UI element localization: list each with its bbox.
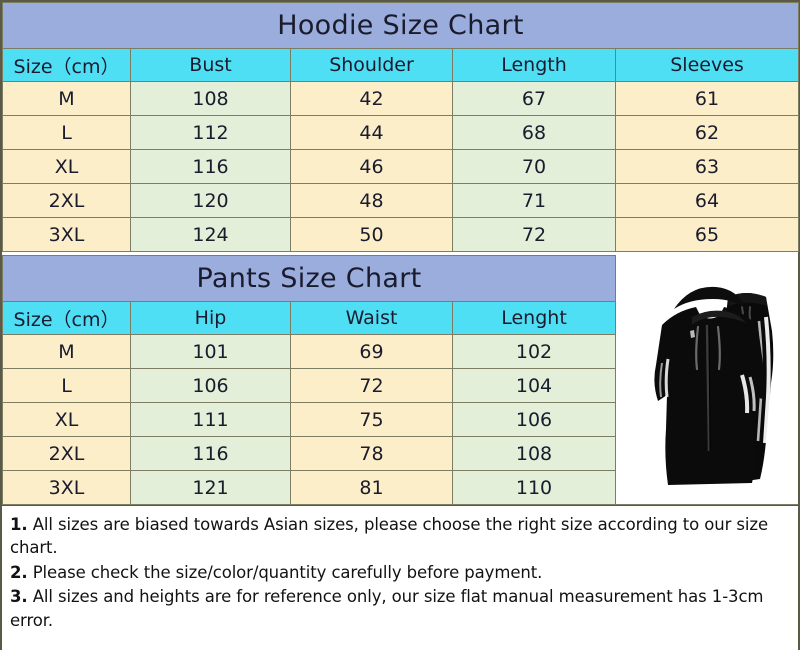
cell-waist: 78 xyxy=(290,436,453,471)
note-item: 3. All sizes and heights are for referen… xyxy=(10,585,790,632)
cell-waist: 69 xyxy=(290,334,453,369)
cell-hip: 111 xyxy=(130,402,291,437)
cell-size: XL xyxy=(2,149,131,184)
note-item: 1. All sizes are biased towards Asian si… xyxy=(10,513,790,560)
cell-length: 108 xyxy=(451,436,617,471)
cell-hip: 101 xyxy=(130,334,291,369)
cell-shoulder: 44 xyxy=(290,115,453,150)
pants-size-chart-section: Pants Size Chart Size（cm） Hip Waist Leng… xyxy=(1,255,617,505)
cell-sleeves: 63 xyxy=(614,149,800,184)
hoodie-title: Hoodie Size Chart xyxy=(1,2,800,49)
table-row: M 101 69 102 xyxy=(2,334,617,369)
cell-bust: 112 xyxy=(130,115,291,150)
pants-size-table: Pants Size Chart Size（cm） Hip Waist Leng… xyxy=(1,255,617,505)
pants-header-row: Size（cm） Hip Waist Lenght xyxy=(2,301,617,335)
cell-size: 3XL xyxy=(2,470,131,505)
cell-shoulder: 46 xyxy=(290,149,453,184)
cell-length: 67 xyxy=(452,81,616,116)
note-item: 2. Please check the size/color/quantity … xyxy=(10,561,790,584)
cell-hip: 116 xyxy=(130,436,291,471)
cell-bust: 124 xyxy=(130,217,291,252)
table-row: M 108 42 67 61 xyxy=(2,81,800,116)
note-number: 3. xyxy=(10,587,28,607)
cell-size: M xyxy=(2,334,131,369)
cell-size: M xyxy=(2,81,131,116)
table-row: XL 111 75 106 xyxy=(2,402,617,437)
cell-shoulder: 50 xyxy=(290,217,453,252)
cell-size: 2XL xyxy=(2,436,131,471)
cell-bust: 116 xyxy=(130,149,291,184)
pants-title-row: Pants Size Chart xyxy=(1,255,617,302)
table-row: 2XL 116 78 108 xyxy=(2,436,617,471)
product-photo-panel xyxy=(615,255,798,505)
cell-sleeves: 64 xyxy=(614,183,800,218)
cell-sleeves: 65 xyxy=(614,217,800,252)
hoodie-jacket-illustration xyxy=(654,286,765,485)
cell-shoulder: 48 xyxy=(290,183,453,218)
cell-size: XL xyxy=(2,402,131,437)
note-text: All sizes and heights are for reference … xyxy=(10,587,764,630)
table-row: L 106 72 104 xyxy=(2,368,617,403)
hoodie-col-size: Size（cm） xyxy=(2,48,131,82)
cell-bust: 108 xyxy=(130,81,291,116)
pants-col-hip: Hip xyxy=(130,301,291,335)
pants-title: Pants Size Chart xyxy=(1,255,617,302)
hoodie-col-shoulder: Shoulder xyxy=(290,48,453,82)
cell-length: 102 xyxy=(451,334,617,369)
table-row: 3XL 124 50 72 65 xyxy=(2,217,800,252)
notes-section: 1. All sizes are biased towards Asian si… xyxy=(2,505,798,650)
pants-col-waist: Waist xyxy=(290,301,453,335)
note-text: Please check the size/color/quantity car… xyxy=(27,562,543,582)
pants-col-length: Lenght xyxy=(451,301,617,335)
cell-waist: 75 xyxy=(290,402,453,437)
cell-waist: 81 xyxy=(290,470,453,505)
note-text: All sizes are biased towards Asian sizes… xyxy=(10,515,769,558)
cell-hip: 106 xyxy=(130,368,291,403)
cell-shoulder: 42 xyxy=(290,81,453,116)
hoodie-size-chart-section: Hoodie Size Chart Size（cm） Bust Shoulder… xyxy=(1,2,800,252)
cell-length: 104 xyxy=(451,368,617,403)
cell-size: 2XL xyxy=(2,183,131,218)
cell-sleeves: 62 xyxy=(614,115,800,150)
table-row: 3XL 121 81 110 xyxy=(2,470,617,505)
table-row: XL 116 46 70 63 xyxy=(2,149,800,184)
hoodie-col-length: Length xyxy=(452,48,616,82)
hoodie-col-bust: Bust xyxy=(130,48,291,82)
tracksuit-product-image xyxy=(616,255,798,504)
cell-length: 106 xyxy=(451,402,617,437)
cell-bust: 120 xyxy=(130,183,291,218)
pants-col-size: Size（cm） xyxy=(2,301,131,335)
hoodie-header-row: Size（cm） Bust Shoulder Length Sleeves xyxy=(2,48,800,82)
hoodie-title-row: Hoodie Size Chart xyxy=(1,2,800,49)
table-row: L 112 44 68 62 xyxy=(2,115,800,150)
note-number: 2. xyxy=(10,562,28,582)
cell-size: L xyxy=(2,368,131,403)
cell-length: 68 xyxy=(452,115,616,150)
hoodie-col-sleeves: Sleeves xyxy=(614,48,800,82)
cell-length: 72 xyxy=(452,217,616,252)
cell-length: 71 xyxy=(452,183,616,218)
cell-hip: 121 xyxy=(130,470,291,505)
table-row: 2XL 120 48 71 64 xyxy=(2,183,800,218)
cell-sleeves: 61 xyxy=(614,81,800,116)
hoodie-size-table: Hoodie Size Chart Size（cm） Bust Shoulder… xyxy=(1,2,800,252)
cell-length: 110 xyxy=(451,470,617,505)
cell-length: 70 xyxy=(452,149,616,184)
cell-waist: 72 xyxy=(290,368,453,403)
note-number: 1. xyxy=(10,515,28,534)
cell-size: 3XL xyxy=(2,217,131,252)
cell-size: L xyxy=(2,115,131,150)
